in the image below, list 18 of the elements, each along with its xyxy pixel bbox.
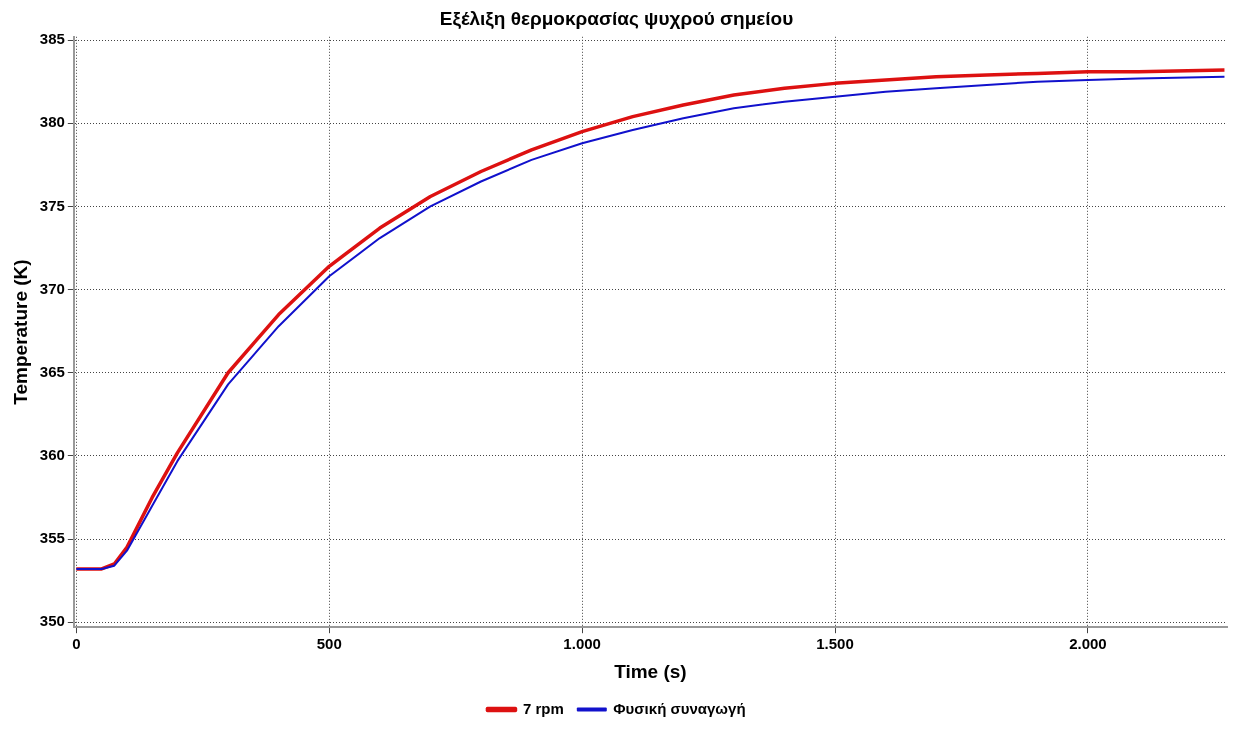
y-tick-label: 375 [39, 196, 65, 214]
x-axis-title: Time (s) [614, 660, 687, 682]
x-tick-label: 1.000 [563, 635, 601, 653]
x-tick-label: 0 [72, 635, 81, 653]
y-tick-label: 355 [39, 529, 65, 547]
y-tick-label: 385 [39, 30, 65, 48]
legend-label: 7 rpm [522, 699, 564, 717]
x-tick-label: 2.000 [1069, 635, 1107, 653]
y-tick-label: 365 [39, 362, 65, 380]
x-tick-label: 1.500 [816, 635, 854, 653]
y-tick-label: 370 [39, 279, 65, 297]
x-tick-label: 500 [316, 635, 342, 653]
legend-label: Φυσική συναγωγή [613, 699, 746, 717]
y-axis-title: Temperature (K) [9, 259, 31, 405]
y-tick-label: 360 [39, 446, 65, 464]
chart-title: Εξέλιξη θερμοκρασίας ψυχρού σημείου [439, 7, 794, 30]
y-tick-label: 380 [39, 113, 65, 131]
y-tick-label: 350 [39, 612, 65, 630]
